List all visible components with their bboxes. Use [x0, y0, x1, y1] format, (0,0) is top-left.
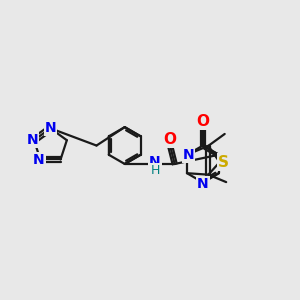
Text: N: N: [33, 153, 45, 167]
Text: N: N: [149, 155, 161, 169]
Text: N: N: [197, 177, 209, 191]
Text: N: N: [45, 121, 56, 135]
Text: H: H: [150, 164, 160, 177]
Text: O: O: [196, 114, 209, 129]
Text: N: N: [183, 148, 194, 162]
Text: S: S: [218, 155, 229, 170]
Text: N: N: [27, 133, 38, 147]
Text: O: O: [163, 131, 176, 146]
